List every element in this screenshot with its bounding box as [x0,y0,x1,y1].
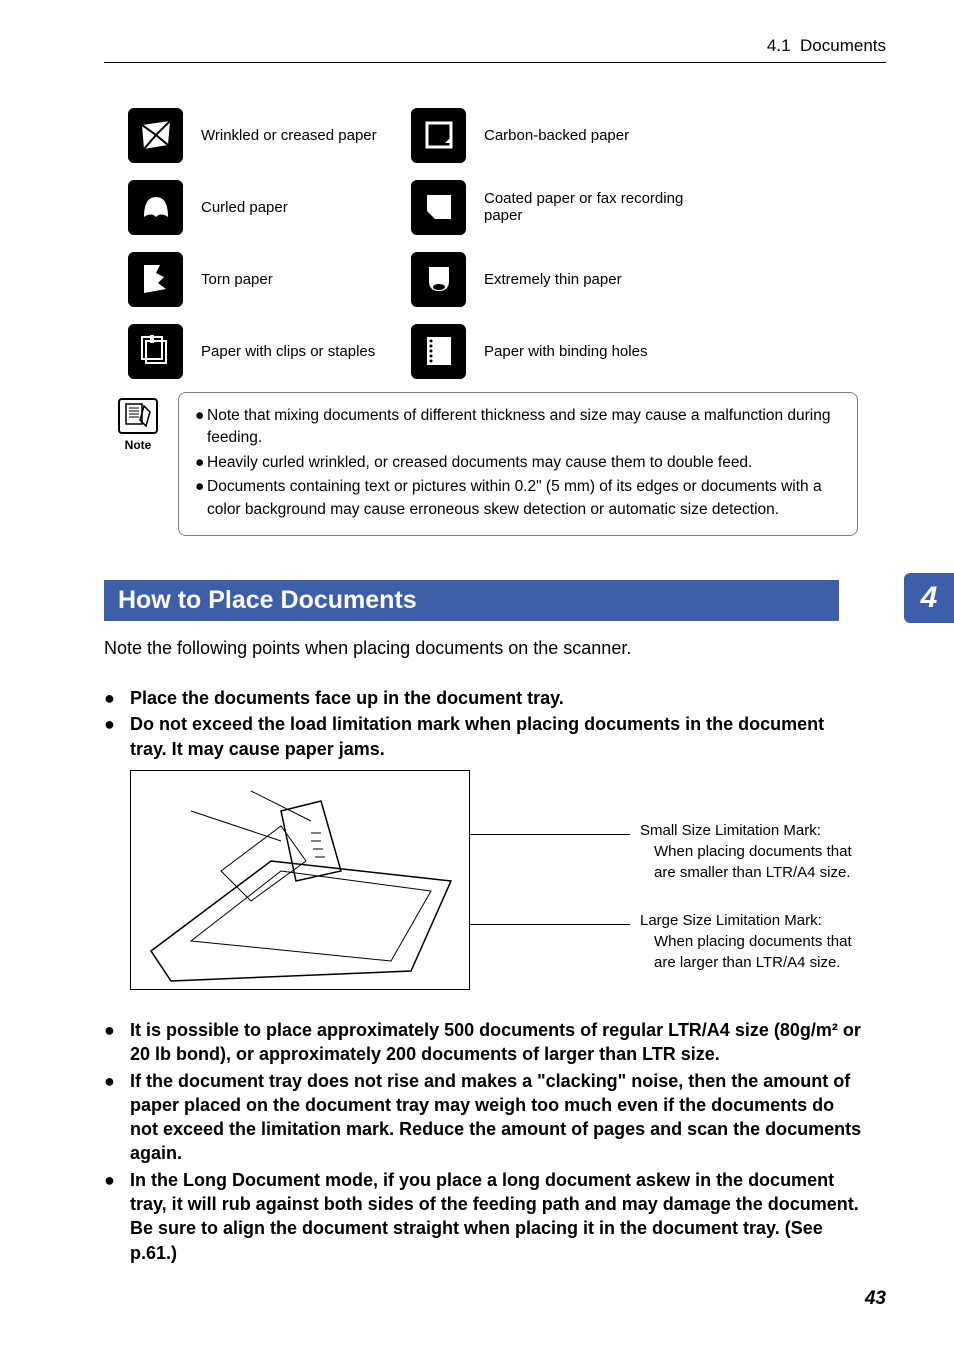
bullet-item: ● Place the documents face up in the doc… [104,686,864,710]
section-header: How to Place Documents [104,580,839,621]
bullet-list: ● It is possible to place approximately … [104,1018,864,1267]
bullet-mark: ● [104,1069,130,1166]
icon-label: Extremely thin paper [484,271,694,288]
diagram-label-title: Small Size Limitation Mark: [640,820,870,841]
leader-line [470,834,630,835]
diagram-label-body: When placing documents that are larger t… [640,931,870,973]
bullet-item: ● It is possible to place approximately … [104,1018,864,1067]
icon-label: Carbon-backed paper [484,127,694,144]
bullet-list: ● Place the documents face up in the doc… [104,686,864,763]
bullet-text: It is possible to place approximately 50… [130,1018,864,1067]
diagram-label: Large Size Limitation Mark: When placing… [640,910,870,973]
leader-line [470,924,630,925]
note-icon-container: Note [116,398,160,452]
bullet-mark: ● [104,712,130,761]
binding-holes-icon [411,324,466,379]
bullet-mark: ● [195,476,207,521]
diagram-label-body: When placing documents that are smaller … [640,841,870,883]
note-label: Note [116,438,160,452]
bullet-item: ● If the document tray does not rise and… [104,1069,864,1166]
header-rule [104,62,886,63]
note-item: ● Heavily curled wrinkled, or creased do… [195,452,841,474]
note-box: ● Note that mixing documents of differen… [178,392,858,536]
note-text: Note that mixing documents of different … [207,405,841,450]
section-title: Documents [800,36,886,55]
note-item: ● Note that mixing documents of differen… [195,405,841,450]
bullet-item: ● Do not exceed the load limitation mark… [104,712,864,761]
note-text: Documents containing text or pictures wi… [207,476,841,521]
clips-staples-icon [128,324,183,379]
thin-paper-icon [411,252,466,307]
icon-label: Paper with binding holes [484,343,694,360]
coated-paper-icon [411,180,466,235]
bullet-mark: ● [104,686,130,710]
section-number: 4.1 [767,36,791,55]
note-item: ● Documents containing text or pictures … [195,476,841,521]
icon-label: Curled paper [201,199,411,216]
bullet-text: In the Long Document mode, if you place … [130,1168,864,1265]
bullet-mark: ● [195,405,207,450]
diagram-area: Small Size Limitation Mark: When placing… [130,770,870,1000]
icon-row: Curled paper Coated paper or fax recordi… [128,172,878,242]
curled-paper-icon [128,180,183,235]
icon-label: Paper with clips or staples [201,343,411,360]
bullet-mark: ● [195,452,207,474]
icon-row: Wrinkled or creased paper Carbon-backed … [128,100,878,170]
note-icon [118,398,158,434]
chapter-tab: 4 [904,573,954,623]
note-text: Heavily curled wrinkled, or creased docu… [207,452,752,474]
scanner-diagram [130,770,470,990]
page-number: 43 [865,1288,886,1310]
diagram-label: Small Size Limitation Mark: When placing… [640,820,870,883]
wrinkled-paper-icon [128,108,183,163]
icon-row: Torn paper Extremely thin paper [128,244,878,314]
icon-label: Torn paper [201,271,411,288]
paper-type-grid: Wrinkled or creased paper Carbon-backed … [128,100,878,388]
icon-label: Coated paper or fax recording paper [484,190,694,224]
intro-text: Note the following points when placing d… [104,638,631,659]
page-header: 4.1 Documents [767,36,886,56]
bullet-text: If the document tray does not rise and m… [130,1069,864,1166]
bullet-mark: ● [104,1168,130,1265]
carbon-paper-icon [411,108,466,163]
bullet-text: Do not exceed the load limitation mark w… [130,712,864,761]
bullet-item: ● In the Long Document mode, if you plac… [104,1168,864,1265]
torn-paper-icon [128,252,183,307]
bullet-text: Place the documents face up in the docum… [130,686,564,710]
icon-row: Paper with clips or staples Paper with b… [128,316,878,386]
bullet-mark: ● [104,1018,130,1067]
icon-label: Wrinkled or creased paper [201,127,411,144]
diagram-label-title: Large Size Limitation Mark: [640,910,870,931]
